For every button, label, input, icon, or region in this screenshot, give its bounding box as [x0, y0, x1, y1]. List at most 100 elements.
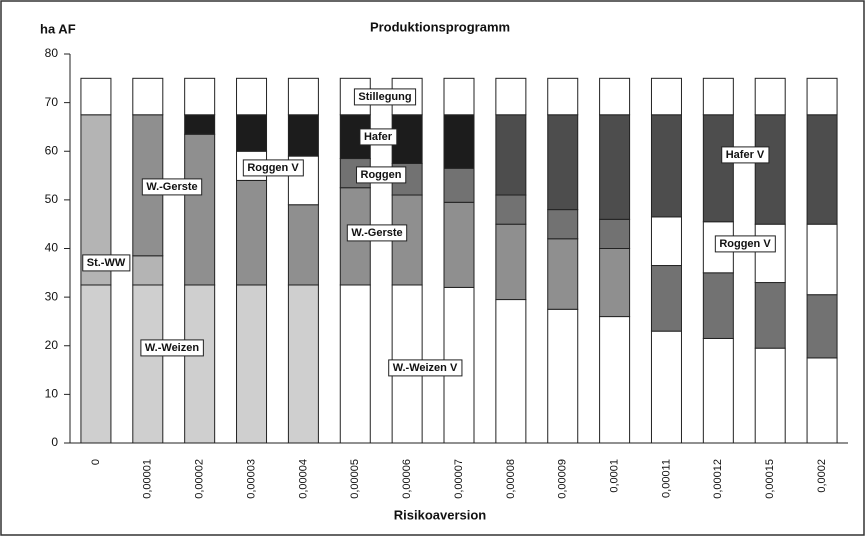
label-box [359, 128, 398, 146]
bar-segment [443, 114, 475, 169]
bar-segment [287, 284, 319, 444]
series-label-text: Roggen V [719, 238, 771, 250]
x-tick-label: 0,00007 [453, 459, 465, 499]
series-label: Stillegung [353, 88, 417, 106]
bar-segment [287, 114, 319, 157]
x-tick-label: 0,00004 [297, 459, 309, 499]
bar-segment [650, 216, 682, 267]
bar-segment [650, 114, 682, 218]
bar-segment [806, 223, 838, 296]
bar-segment [443, 201, 475, 288]
bar-segment [547, 77, 579, 116]
bar-segment [184, 133, 216, 286]
x-tick-label: 0,00012 [712, 459, 724, 499]
series-label: Hafer V [721, 146, 770, 164]
bar-segment [754, 114, 786, 225]
bar-segment [495, 223, 527, 301]
bar-segment [547, 238, 579, 310]
series-label-text: Roggen V [247, 162, 299, 174]
x-tick-label: 0,00015 [764, 459, 776, 499]
x-tick-label: 0,00011 [660, 459, 672, 498]
series-label-text: Stillegung [358, 91, 411, 103]
bar-segment [495, 77, 527, 116]
y-tick-label: 0 [51, 435, 58, 449]
bar-segment [754, 282, 786, 349]
series-label: St.-WW [82, 254, 131, 272]
x-tick-label: 0,00009 [557, 459, 569, 499]
label-box [346, 224, 408, 242]
bar-segment [547, 209, 579, 240]
y-tick-label: 20 [45, 338, 59, 352]
bar-segment [236, 179, 268, 286]
bar-segment [650, 77, 682, 116]
chart-title: Produktionsprogramm [370, 19, 510, 34]
bar-segment [599, 316, 631, 444]
series-label: W.-Weizen V [388, 359, 463, 377]
y-axis-label: ha AF [40, 21, 76, 36]
x-tick-label: 0,00002 [194, 459, 206, 499]
series-label-text: W.-Weizen V [393, 362, 458, 374]
series-label: Roggen V [714, 235, 776, 253]
bar-segment [599, 77, 631, 116]
series-label: W.-Gerste [346, 224, 408, 242]
bar-segment [132, 284, 164, 444]
x-tick-label: 0,0002 [816, 459, 828, 493]
bar-segment [184, 284, 216, 444]
label-box [140, 339, 204, 357]
bar-segment [287, 77, 319, 116]
x-tick-label: 0,00001 [142, 459, 154, 499]
label-box [82, 254, 131, 272]
series-label-text: W.-Gerste [146, 181, 197, 193]
series-label-text: Hafer V [726, 149, 765, 161]
bar-segment [443, 167, 475, 203]
bar-segment [495, 114, 527, 196]
series-label-text: St.-WW [87, 257, 126, 269]
label-box [353, 88, 417, 106]
bar-segment [599, 248, 631, 318]
series-label-text: Roggen [361, 169, 402, 181]
bar-segment [236, 284, 268, 444]
bar-segment [754, 347, 786, 444]
label-box [141, 178, 203, 196]
bar-segment [599, 218, 631, 249]
bar-segment [495, 299, 527, 444]
bar-segment [806, 77, 838, 116]
bar-segment [702, 77, 734, 116]
label-box [721, 146, 770, 164]
series-label: Hafer [359, 128, 398, 146]
bar-segment [287, 204, 319, 286]
bar-segment [80, 77, 112, 116]
y-tick-label: 40 [45, 241, 59, 255]
bar-segment [806, 294, 838, 359]
bar-segment [132, 255, 164, 286]
y-tick-label: 30 [45, 289, 59, 303]
series-label: Roggen [356, 166, 407, 184]
bar-segment [650, 265, 682, 332]
bar-segment [547, 114, 579, 211]
series-label-text: Hafer [364, 131, 393, 143]
x-tick-label: 0,00006 [401, 459, 413, 499]
bar-segment [547, 308, 579, 444]
bar-segment [443, 77, 475, 116]
bar-segment [236, 114, 268, 152]
x-tick-label: 0,0001 [609, 459, 621, 493]
bar-segment [184, 114, 216, 135]
x-tick-label: 0,00005 [349, 459, 361, 499]
y-tick-label: 10 [45, 387, 59, 401]
bar-segment [754, 77, 786, 116]
label-box [242, 159, 304, 177]
x-tick-label: 0,00008 [505, 459, 517, 499]
bar-segment [339, 284, 371, 444]
bar-segment [806, 114, 838, 225]
series-label-text: W.-Gerste [351, 227, 402, 239]
series-label: W.-Gerste [141, 178, 203, 196]
bar-segment [702, 114, 734, 223]
x-axis-label: Risikoaversion [394, 507, 487, 522]
bar-segment [132, 77, 164, 116]
y-tick-label: 80 [45, 46, 59, 60]
bar-segment [495, 194, 527, 225]
bar-segment [599, 114, 631, 220]
x-tick-label: 0,00003 [245, 459, 257, 499]
